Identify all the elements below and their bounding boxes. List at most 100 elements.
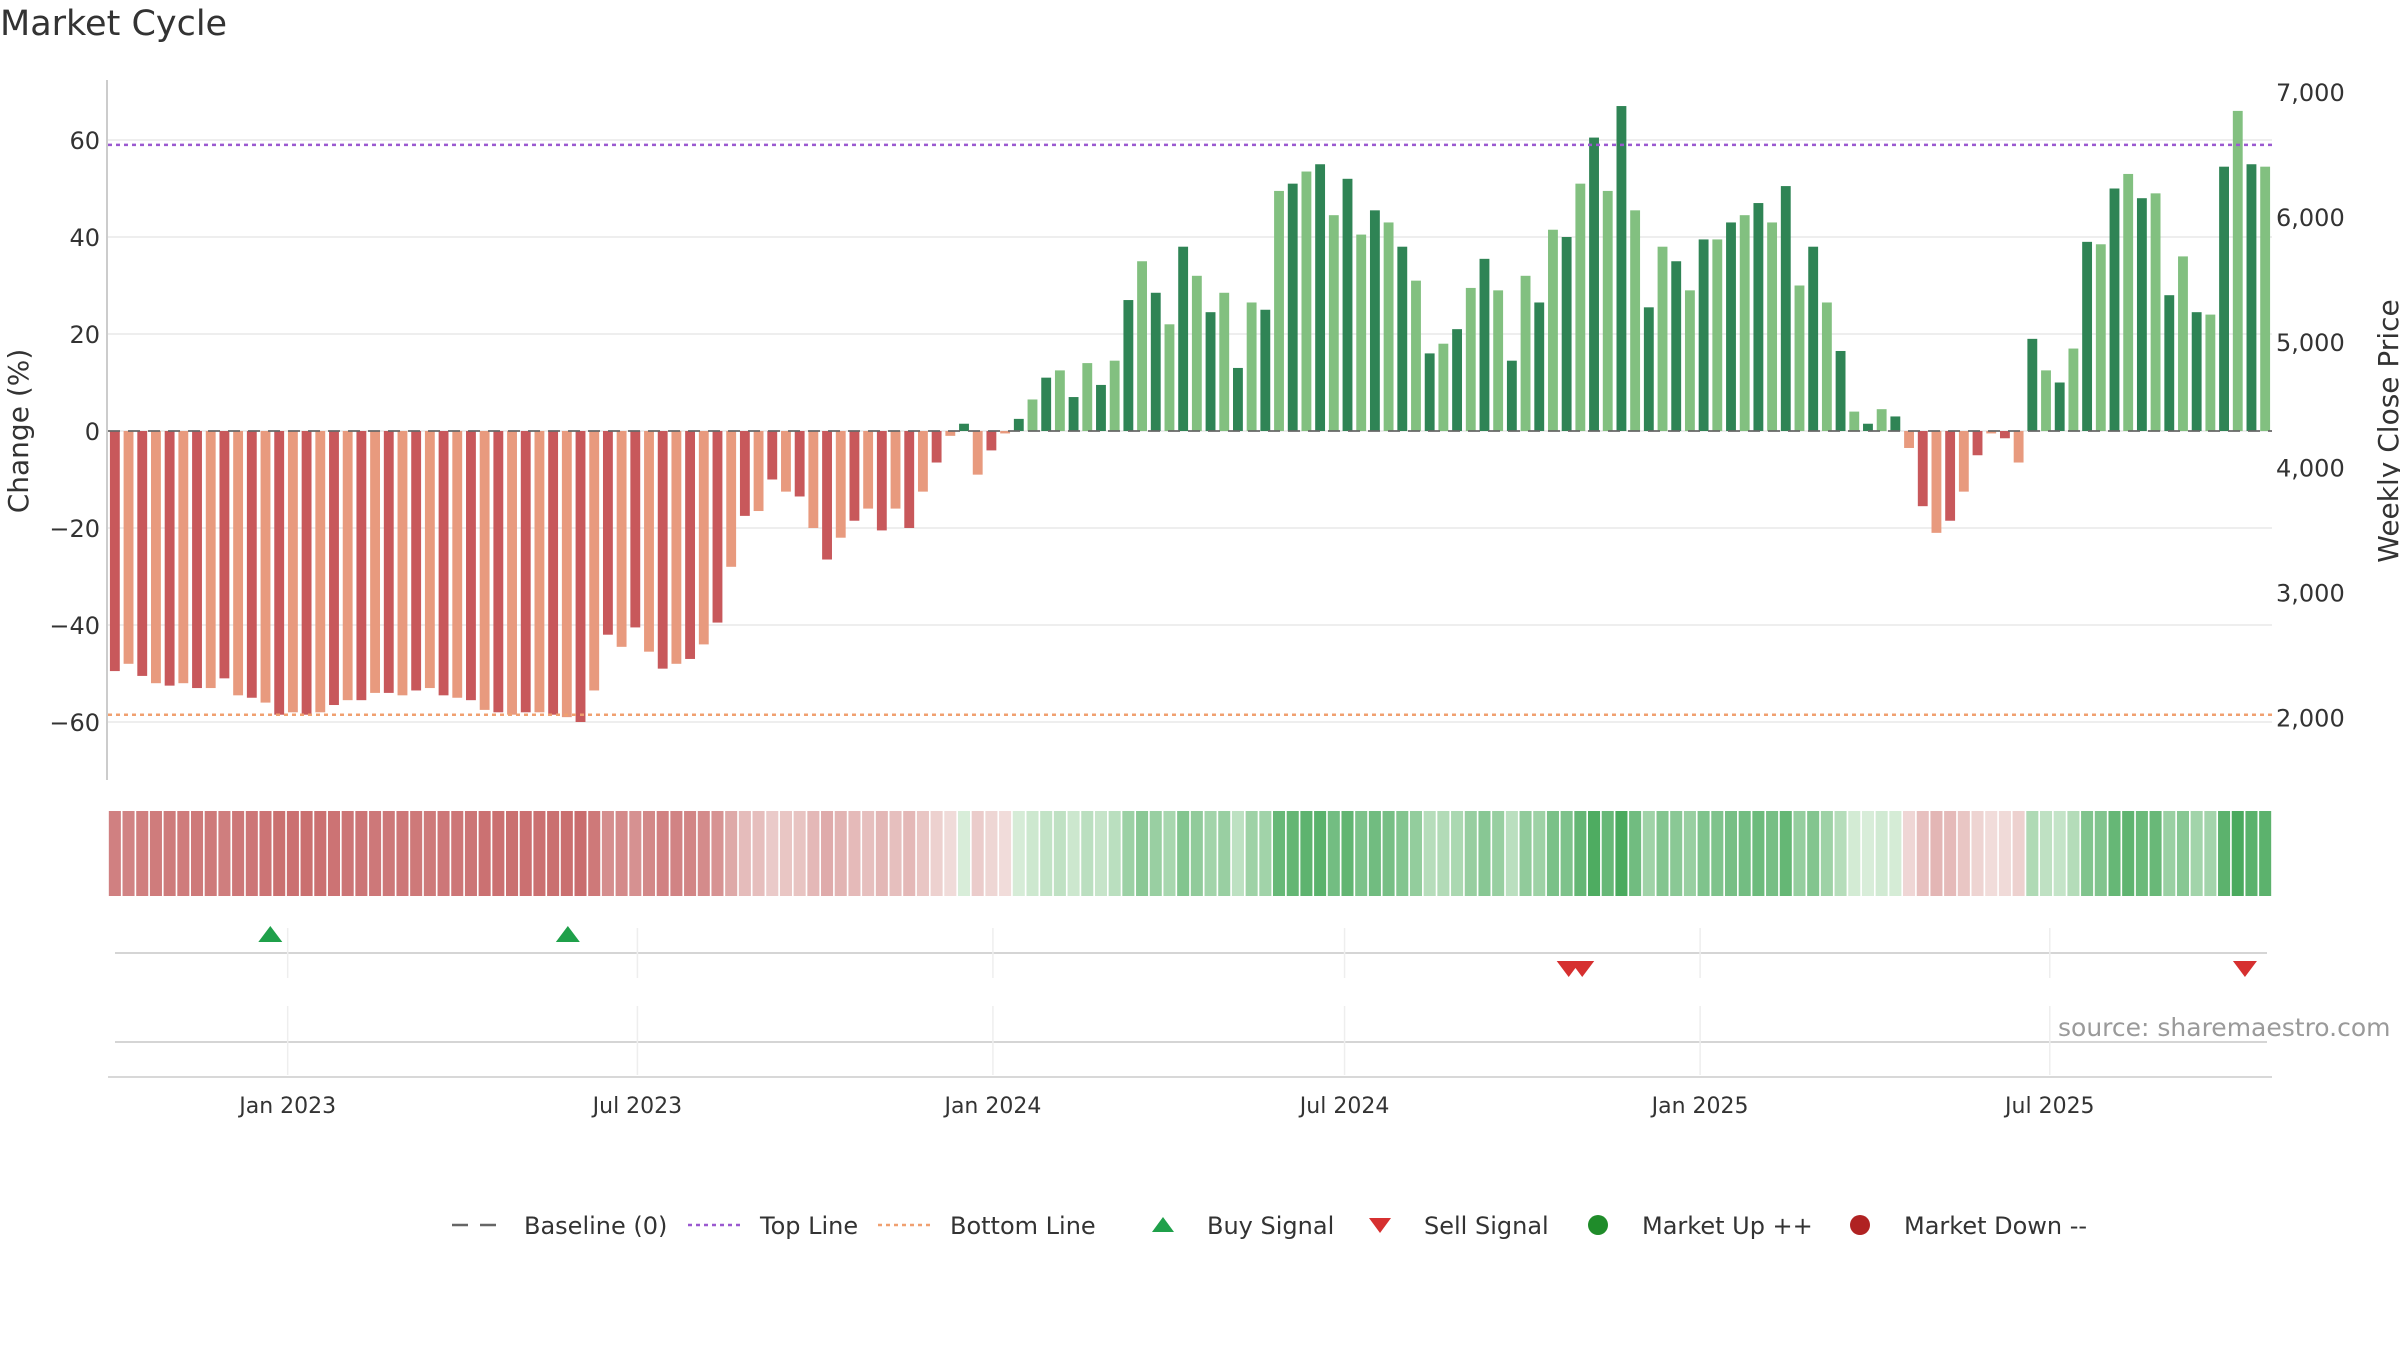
bar <box>123 431 134 664</box>
strength-cell <box>2176 811 2189 896</box>
legend-item: Market Down -- <box>1850 1212 2087 1240</box>
strength-cell <box>1081 811 1094 896</box>
strength-cell <box>451 811 464 896</box>
strength-cell <box>1930 811 1943 896</box>
strength-cell <box>1615 811 1628 896</box>
strength-cell <box>2149 811 2162 896</box>
strength-cell <box>725 811 738 896</box>
strength-cell <box>2259 811 2272 896</box>
bar <box>287 431 298 713</box>
bar <box>1643 307 1654 431</box>
y2-tick-label: 5,000 <box>2276 329 2345 357</box>
strength-cell <box>1423 811 1436 896</box>
bar <box>972 431 983 475</box>
legend-swatch <box>1850 1215 1870 1235</box>
bar <box>1013 418 1024 432</box>
bar <box>1876 409 1887 431</box>
bar <box>767 431 778 480</box>
strength-cell <box>232 811 245 896</box>
strength-cell <box>2135 811 2148 896</box>
strength-cell <box>259 811 272 896</box>
bar <box>1452 329 1463 431</box>
bar <box>356 431 367 701</box>
strength-cell <box>2231 811 2244 896</box>
strength-cell <box>697 811 710 896</box>
strength-cell <box>1519 811 1532 896</box>
bar <box>1863 423 1873 431</box>
bar <box>1945 431 1956 521</box>
strength-cell <box>1067 811 1080 896</box>
bar <box>1479 258 1490 431</box>
strength-cell <box>1601 811 1614 896</box>
strength-cell <box>1163 811 1176 896</box>
strength-cell <box>1314 811 1327 896</box>
strength-cell <box>903 811 916 896</box>
bar <box>1493 290 1504 431</box>
bar <box>1739 215 1750 431</box>
y-axis-label: Change (%) <box>2 349 35 514</box>
strength-cell <box>1300 811 1313 896</box>
strength-cell <box>2122 811 2135 896</box>
bar <box>1780 186 1791 431</box>
source-label: source: sharemaestro.com <box>2058 1013 2391 1042</box>
strength-cell <box>2053 811 2066 896</box>
legend-label: Market Down -- <box>1904 1212 2087 1240</box>
bar <box>370 431 381 693</box>
strength-cell <box>1998 811 2011 896</box>
strength-cell <box>834 811 847 896</box>
strength-cell <box>752 811 765 896</box>
bar <box>561 431 572 718</box>
strength-cell <box>122 811 135 896</box>
bar <box>657 431 668 669</box>
strength-cell <box>642 811 656 896</box>
bar <box>575 431 586 722</box>
strength-cell <box>1711 811 1724 896</box>
y2-tick-label: 4,000 <box>2276 454 2345 482</box>
bar <box>2013 431 2024 463</box>
strength-cell <box>2204 811 2217 896</box>
bar <box>1726 222 1736 431</box>
bar <box>2068 348 2079 431</box>
bar <box>890 431 901 509</box>
strength-cell <box>547 811 560 896</box>
strength-cell <box>779 811 792 896</box>
legend-item: Sell Signal <box>1369 1212 1549 1240</box>
bar <box>2109 188 2120 431</box>
bar <box>1191 275 1202 431</box>
bar <box>2136 198 2147 431</box>
bar <box>1657 246 1668 431</box>
y2-tick-label: 3,000 <box>2276 579 2345 607</box>
strength-cell <box>218 811 231 896</box>
strength-cell <box>711 811 724 896</box>
legend-item: Bottom Line <box>878 1212 1096 1240</box>
bar <box>411 431 422 691</box>
strength-cell <box>862 811 875 896</box>
bar <box>2205 314 2216 431</box>
bar <box>2178 256 2188 431</box>
bar <box>1219 292 1230 431</box>
bar <box>1397 246 1408 431</box>
strength-cell <box>1355 811 1368 896</box>
strength-cell <box>916 811 929 896</box>
strength-cell <box>355 811 368 896</box>
bar <box>849 431 860 521</box>
bar <box>822 431 832 560</box>
bar <box>329 431 339 706</box>
bar <box>2123 173 2134 431</box>
bar <box>1411 280 1421 431</box>
strength-cell <box>369 811 382 896</box>
strength-cell <box>1231 811 1244 896</box>
bar <box>1958 431 1969 492</box>
strength-cell <box>1327 811 1340 896</box>
strength-cell <box>588 811 601 896</box>
bar <box>1260 309 1271 431</box>
bar <box>959 423 969 431</box>
strength-cell <box>1177 811 1190 896</box>
y-tick-label: 0 <box>85 418 100 446</box>
bar <box>274 431 285 715</box>
bar <box>1054 370 1065 432</box>
bar <box>192 431 202 689</box>
strength-cell <box>519 811 532 896</box>
strength-cell <box>1040 811 1053 896</box>
